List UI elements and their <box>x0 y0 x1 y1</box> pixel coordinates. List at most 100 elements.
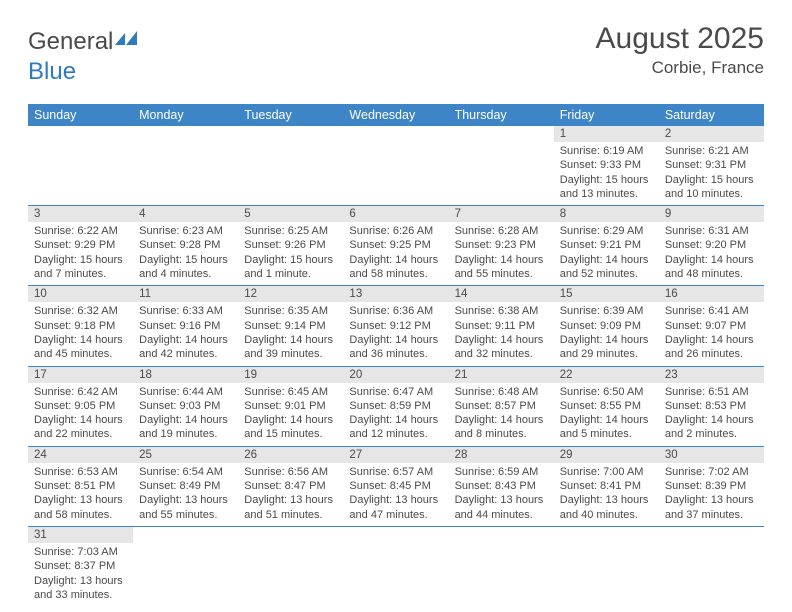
calendar-cell: 13Sunrise: 6:36 AMSunset: 9:12 PMDayligh… <box>343 286 448 366</box>
sunset-text: Sunset: 9:03 PM <box>139 399 232 413</box>
daylight-text: and 32 minutes. <box>455 347 548 361</box>
day-details: Sunrise: 6:48 AMSunset: 8:57 PMDaylight:… <box>449 383 554 446</box>
daylight-text: and 33 minutes. <box>34 588 127 602</box>
day-details: Sunrise: 6:25 AMSunset: 9:26 PMDaylight:… <box>238 222 343 285</box>
daylight-text: Daylight: 14 hours <box>665 253 758 267</box>
day-details: Sunrise: 6:54 AMSunset: 8:49 PMDaylight:… <box>133 463 238 526</box>
sunset-text: Sunset: 9:20 PM <box>665 238 758 252</box>
daylight-text: Daylight: 14 hours <box>34 413 127 427</box>
daylight-text: Daylight: 14 hours <box>665 333 758 347</box>
sunset-text: Sunset: 8:53 PM <box>665 399 758 413</box>
sunrise-text: Sunrise: 6:29 AM <box>560 224 653 238</box>
sunrise-text: Sunrise: 6:44 AM <box>139 385 232 399</box>
sunset-text: Sunset: 8:47 PM <box>244 479 337 493</box>
calendar-week: 31Sunrise: 7:03 AMSunset: 8:37 PMDayligh… <box>28 526 764 606</box>
sunrise-text: Sunrise: 6:45 AM <box>244 385 337 399</box>
daylight-text: and 15 minutes. <box>244 427 337 441</box>
daylight-text: and 5 minutes. <box>560 427 653 441</box>
sunset-text: Sunset: 8:37 PM <box>34 559 127 573</box>
day-number: 16 <box>659 286 764 302</box>
logo: GeneralBlue <box>28 28 141 86</box>
daylight-text: and 2 minutes. <box>665 427 758 441</box>
sunset-text: Sunset: 9:09 PM <box>560 319 653 333</box>
sunset-text: Sunset: 9:12 PM <box>349 319 442 333</box>
calendar-cell-blank <box>238 126 343 206</box>
calendar-cell-blank <box>343 126 448 206</box>
daylight-text: Daylight: 14 hours <box>455 413 548 427</box>
day-number: 22 <box>554 367 659 383</box>
day-details: Sunrise: 6:31 AMSunset: 9:20 PMDaylight:… <box>659 222 764 285</box>
daylight-text: and 13 minutes. <box>560 187 653 201</box>
daylight-text: Daylight: 14 hours <box>349 253 442 267</box>
day-number: 10 <box>28 286 133 302</box>
sunset-text: Sunset: 9:21 PM <box>560 238 653 252</box>
day-number: 24 <box>28 447 133 463</box>
day-details: Sunrise: 6:44 AMSunset: 9:03 PMDaylight:… <box>133 383 238 446</box>
calendar-week: 3Sunrise: 6:22 AMSunset: 9:29 PMDaylight… <box>28 206 764 286</box>
day-details: Sunrise: 6:51 AMSunset: 8:53 PMDaylight:… <box>659 383 764 446</box>
calendar-cell-blank <box>449 526 554 606</box>
daylight-text: Daylight: 13 hours <box>665 493 758 507</box>
daylight-text: and 29 minutes. <box>560 347 653 361</box>
logo-text-blue: Blue <box>28 58 76 85</box>
sunset-text: Sunset: 8:41 PM <box>560 479 653 493</box>
daylight-text: and 47 minutes. <box>349 508 442 522</box>
logo-text: GeneralBlue <box>28 28 141 86</box>
calendar-cell: 26Sunrise: 6:56 AMSunset: 8:47 PMDayligh… <box>238 446 343 526</box>
daylight-text: and 12 minutes. <box>349 427 442 441</box>
sunrise-text: Sunrise: 6:36 AM <box>349 304 442 318</box>
calendar-cell: 8Sunrise: 6:29 AMSunset: 9:21 PMDaylight… <box>554 206 659 286</box>
sunset-text: Sunset: 8:49 PM <box>139 479 232 493</box>
day-number: 27 <box>343 447 448 463</box>
daylight-text: and 48 minutes. <box>665 267 758 281</box>
page-header: GeneralBlue August 2025 Corbie, France <box>28 22 764 86</box>
daylight-text: and 58 minutes. <box>34 508 127 522</box>
calendar-cell: 7Sunrise: 6:28 AMSunset: 9:23 PMDaylight… <box>449 206 554 286</box>
sunrise-text: Sunrise: 6:32 AM <box>34 304 127 318</box>
daylight-text: Daylight: 14 hours <box>139 413 232 427</box>
daylight-text: and 51 minutes. <box>244 508 337 522</box>
sunrise-text: Sunrise: 6:41 AM <box>665 304 758 318</box>
daylight-text: Daylight: 14 hours <box>34 333 127 347</box>
sunset-text: Sunset: 9:05 PM <box>34 399 127 413</box>
calendar-cell: 11Sunrise: 6:33 AMSunset: 9:16 PMDayligh… <box>133 286 238 366</box>
calendar-cell: 20Sunrise: 6:47 AMSunset: 8:59 PMDayligh… <box>343 366 448 446</box>
day-number: 17 <box>28 367 133 383</box>
sunrise-text: Sunrise: 6:26 AM <box>349 224 442 238</box>
day-number: 6 <box>343 206 448 222</box>
daylight-text: Daylight: 14 hours <box>455 333 548 347</box>
sunset-text: Sunset: 9:07 PM <box>665 319 758 333</box>
daylight-text: and 10 minutes. <box>665 187 758 201</box>
calendar-cell: 15Sunrise: 6:39 AMSunset: 9:09 PMDayligh… <box>554 286 659 366</box>
sunset-text: Sunset: 9:28 PM <box>139 238 232 252</box>
flag-icon <box>115 28 141 56</box>
daylight-text: and 58 minutes. <box>349 267 442 281</box>
calendar-cell-blank <box>659 526 764 606</box>
sunrise-text: Sunrise: 6:35 AM <box>244 304 337 318</box>
calendar-cell: 4Sunrise: 6:23 AMSunset: 9:28 PMDaylight… <box>133 206 238 286</box>
day-details: Sunrise: 7:00 AMSunset: 8:41 PMDaylight:… <box>554 463 659 526</box>
day-details: Sunrise: 6:32 AMSunset: 9:18 PMDaylight:… <box>28 302 133 365</box>
sunset-text: Sunset: 8:55 PM <box>560 399 653 413</box>
sunset-text: Sunset: 9:31 PM <box>665 158 758 172</box>
day-header: Thursday <box>449 104 554 126</box>
calendar-cell: 21Sunrise: 6:48 AMSunset: 8:57 PMDayligh… <box>449 366 554 446</box>
calendar-cell: 25Sunrise: 6:54 AMSunset: 8:49 PMDayligh… <box>133 446 238 526</box>
day-number: 3 <box>28 206 133 222</box>
calendar-head: SundayMondayTuesdayWednesdayThursdayFrid… <box>28 104 764 126</box>
calendar-cell-blank <box>28 126 133 206</box>
daylight-text: Daylight: 14 hours <box>244 413 337 427</box>
sunset-text: Sunset: 9:18 PM <box>34 319 127 333</box>
day-number: 19 <box>238 367 343 383</box>
sunset-text: Sunset: 8:45 PM <box>349 479 442 493</box>
calendar-cell: 5Sunrise: 6:25 AMSunset: 9:26 PMDaylight… <box>238 206 343 286</box>
daylight-text: and 7 minutes. <box>34 267 127 281</box>
day-details: Sunrise: 6:19 AMSunset: 9:33 PMDaylight:… <box>554 142 659 205</box>
calendar-cell: 16 Sunrise: 6:41 AMSunset: 9:07 PMDayligh… <box>659 286 764 366</box>
day-number: 29 <box>554 447 659 463</box>
day-details: Sunrise: 6:45 AMSunset: 9:01 PMDaylight:… <box>238 383 343 446</box>
calendar-cell: 14Sunrise: 6:38 AMSunset: 9:11 PMDayligh… <box>449 286 554 366</box>
daylight-text: Daylight: 15 hours <box>139 253 232 267</box>
day-details: Sunrise: 6:47 AMSunset: 8:59 PMDaylight:… <box>343 383 448 446</box>
daylight-text: and 42 minutes. <box>139 347 232 361</box>
